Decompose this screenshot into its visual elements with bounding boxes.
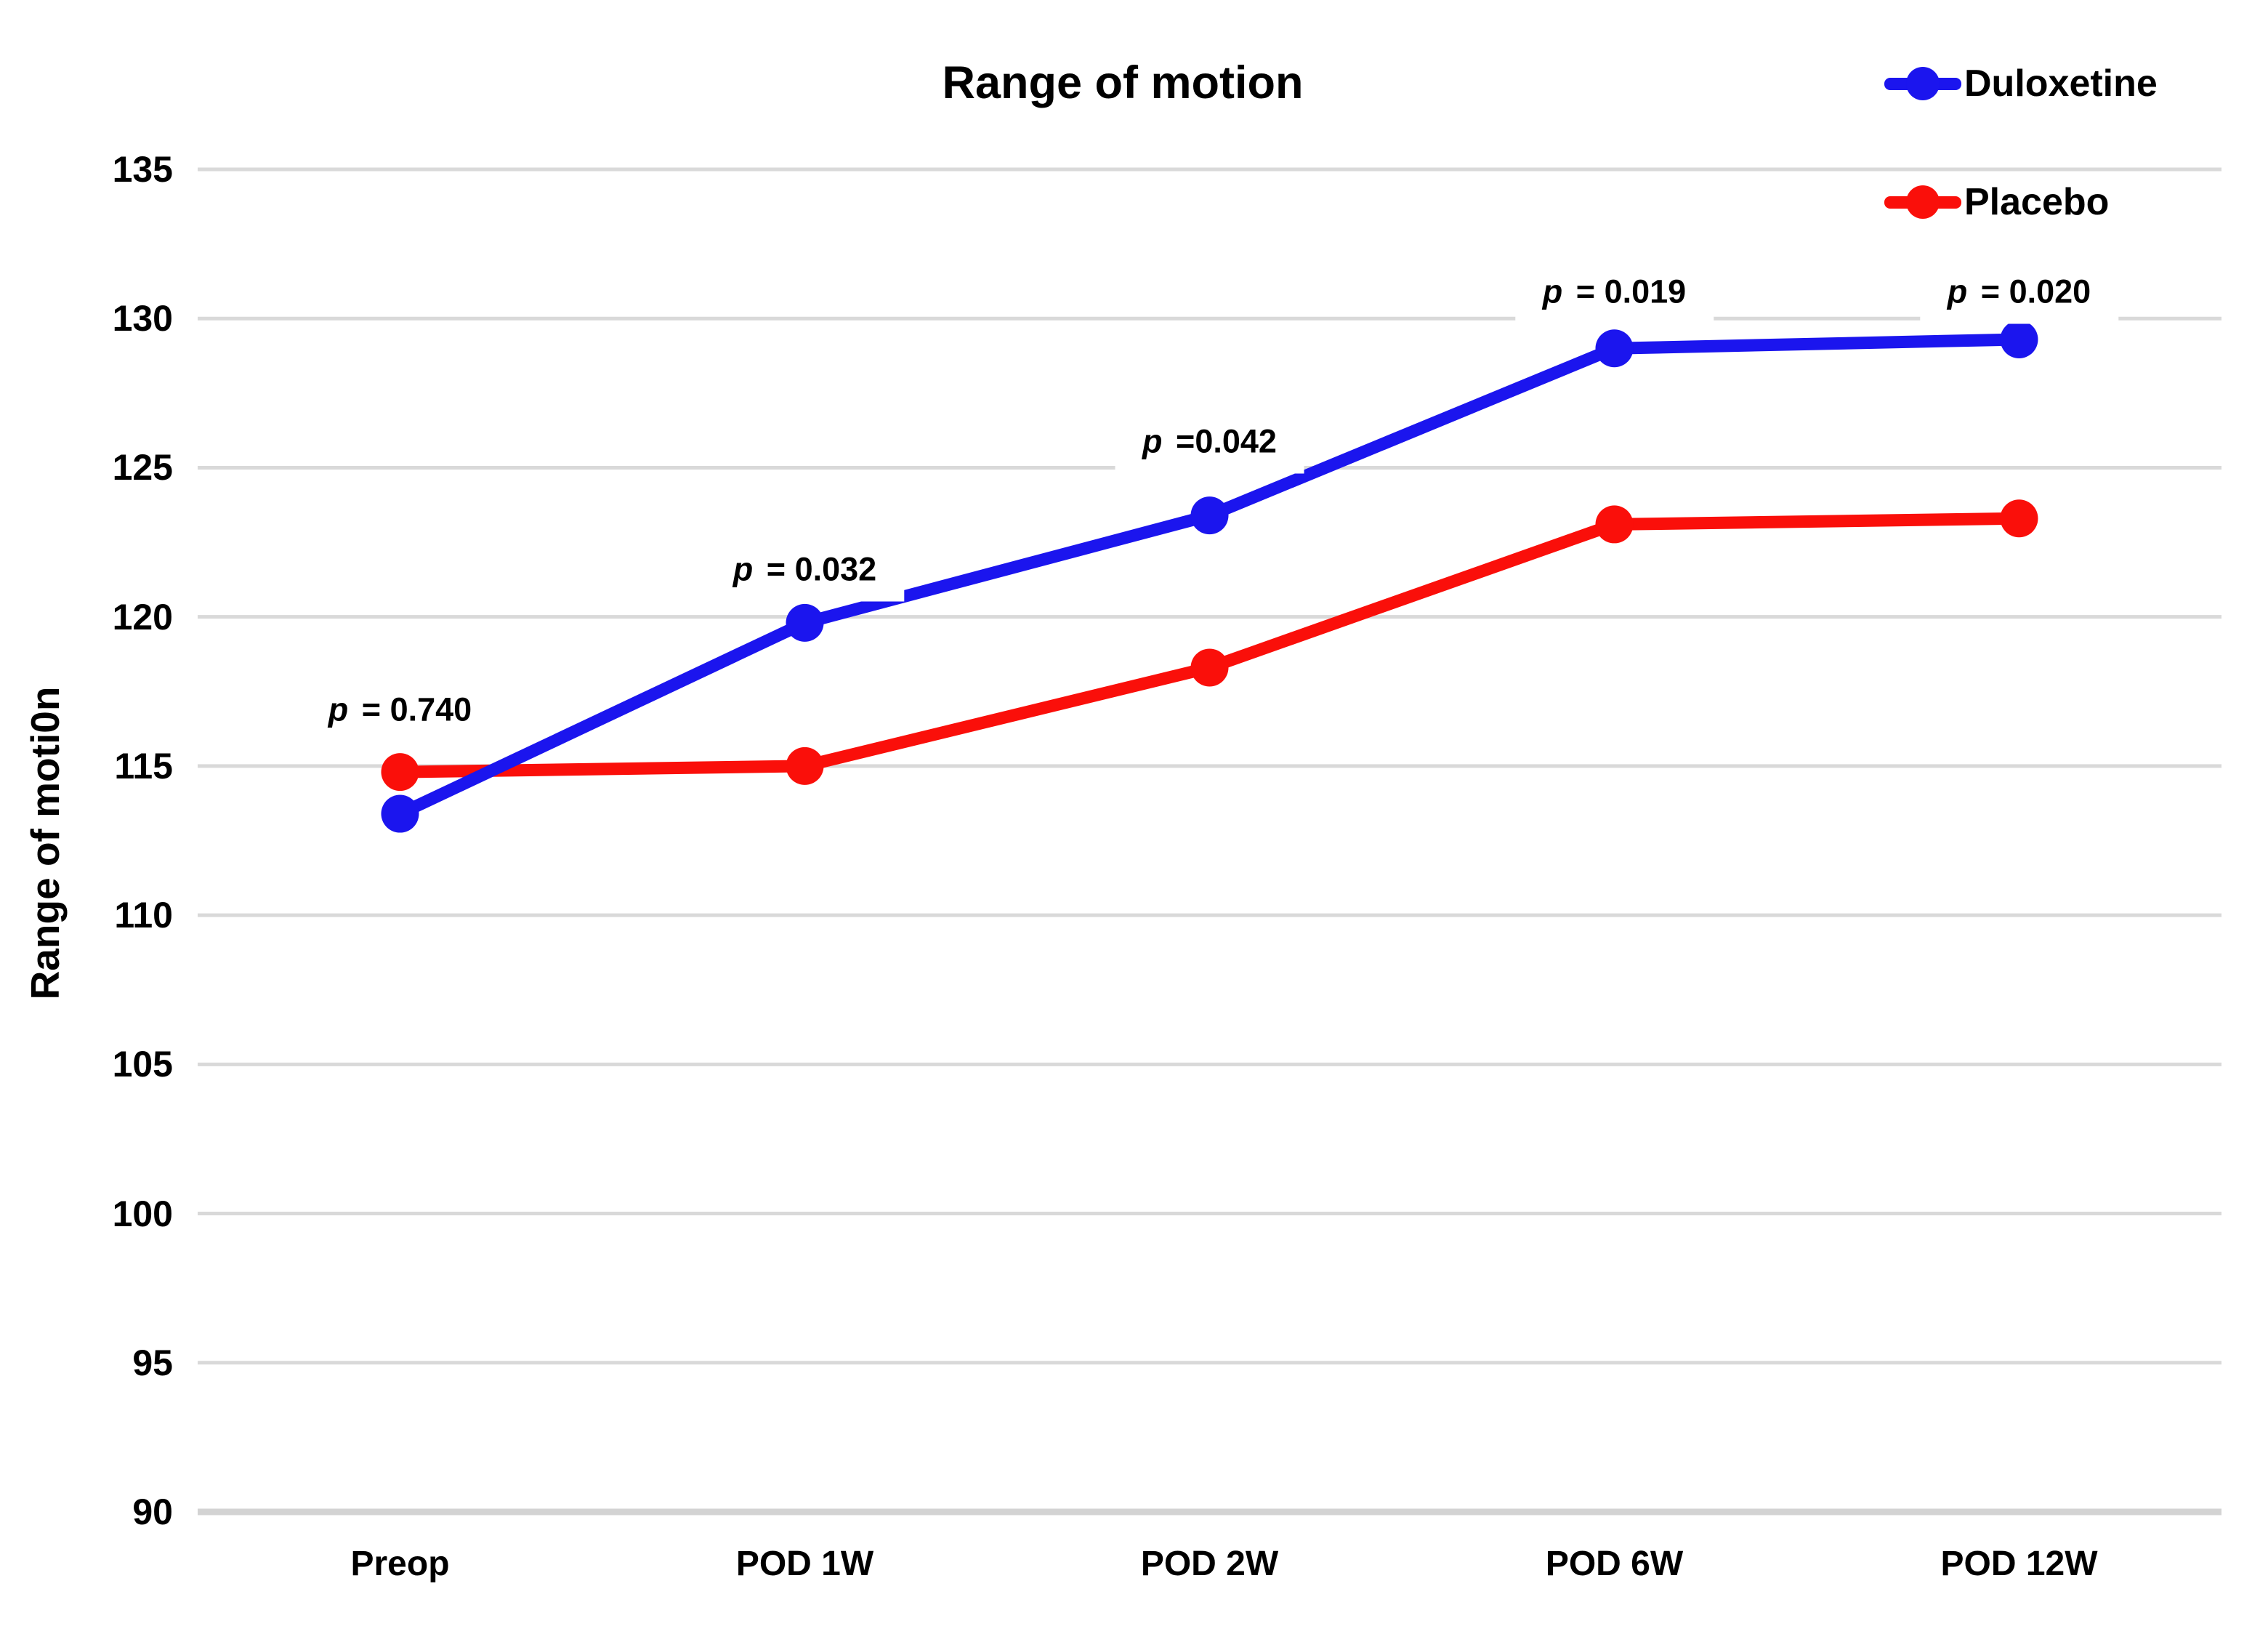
data-point-duloxetine: [1595, 329, 1634, 368]
series-line-placebo: [394, 512, 2025, 778]
legend-label: Duloxetine: [1964, 63, 2158, 105]
x-category-label: POD 1W: [735, 1545, 874, 1583]
y-tick-label: 100: [112, 1193, 173, 1234]
y-tick-label: 90: [132, 1492, 173, 1532]
p-value-annotation: p = 0.019: [1514, 259, 1714, 324]
p-value-annotation: p = 0.740: [300, 677, 500, 742]
data-point-duloxetine: [381, 794, 419, 833]
y-tick-label: 120: [112, 596, 173, 637]
legend-label: Placebo: [1964, 181, 2110, 223]
legend-entry-duloxetine: Duloxetine: [1884, 62, 2158, 105]
legend-line-marker-icon: [1884, 185, 1961, 219]
y-tick-label: 125: [112, 447, 173, 488]
data-point-placebo: [381, 753, 419, 792]
p-value-annotation: p = 0.020: [1919, 259, 2119, 324]
data-point-placebo: [786, 746, 824, 785]
p-value-annotation: p =0.042: [1115, 408, 1304, 473]
y-tick-label: 135: [112, 149, 173, 190]
data-point-duloxetine: [1190, 496, 1229, 535]
legend-line-marker-icon: [1884, 67, 1961, 100]
data-point-duloxetine: [786, 603, 824, 642]
legend-entry-placebo: Placebo: [1884, 180, 2109, 224]
data-point-placebo: [1190, 648, 1229, 687]
p-value-annotation: p = 0.032: [705, 536, 905, 602]
y-tick-label: 130: [112, 298, 173, 339]
chart-title: Range of motion: [942, 57, 1304, 108]
data-point-placebo: [2000, 499, 2038, 538]
x-category-label: POD 6W: [1545, 1545, 1684, 1583]
x-category-label: POD 12W: [1940, 1545, 2098, 1583]
y-tick-label: 95: [132, 1342, 173, 1383]
x-category-label: Preop: [350, 1545, 450, 1583]
legend-dot-icon: [1906, 67, 1940, 100]
data-point-placebo: [1595, 505, 1634, 544]
y-tick-label: 115: [114, 745, 173, 786]
y-tick-label: 110: [114, 895, 173, 936]
legend-dot-icon: [1906, 185, 1940, 219]
y-axis-title: Range of moti0n: [23, 686, 68, 1000]
x-category-label: POD 2W: [1140, 1545, 1279, 1583]
data-point-duloxetine: [2000, 320, 2038, 358]
y-tick-label: 105: [112, 1044, 173, 1085]
